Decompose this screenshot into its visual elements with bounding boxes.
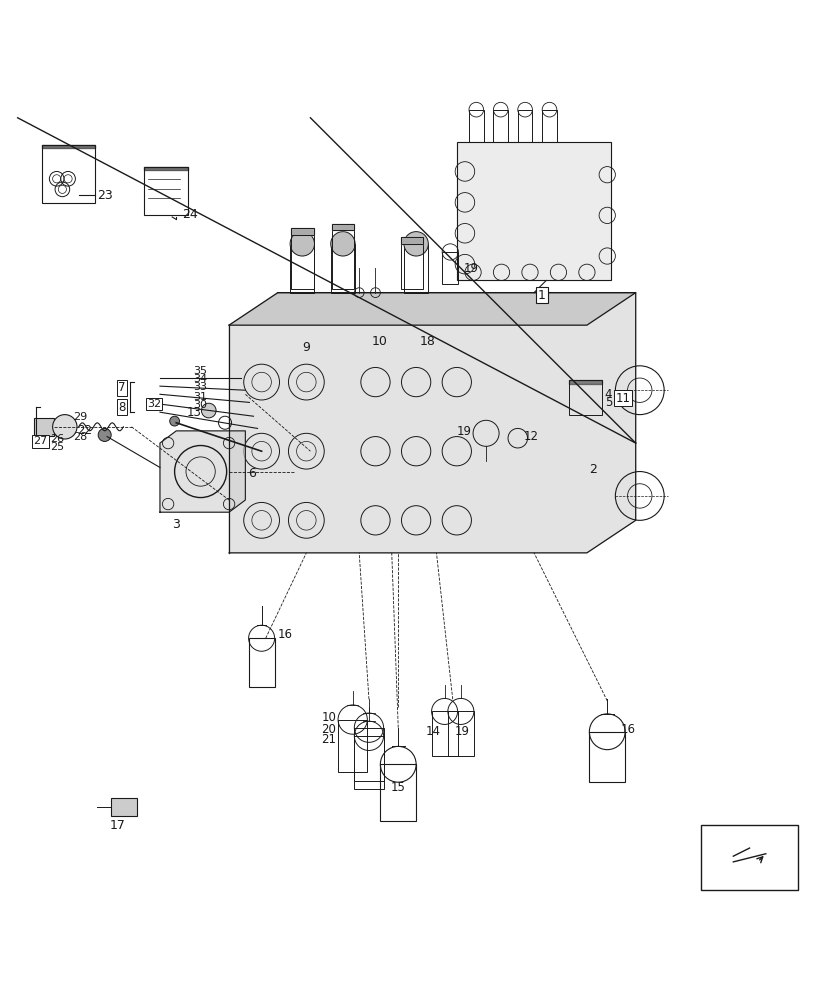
- Polygon shape: [160, 431, 246, 512]
- Text: 24: 24: [182, 208, 197, 221]
- Circle shape: [52, 415, 77, 439]
- Bar: [469, 110, 484, 142]
- Bar: [330, 244, 355, 293]
- Text: 6: 6: [248, 467, 255, 480]
- Bar: [701, 825, 798, 890]
- Text: 27: 27: [33, 436, 47, 446]
- Text: 32: 32: [147, 399, 162, 409]
- Bar: [290, 235, 313, 289]
- Polygon shape: [229, 293, 636, 325]
- Text: 25: 25: [50, 442, 64, 452]
- Bar: [448, 711, 474, 756]
- Bar: [518, 110, 532, 142]
- Circle shape: [404, 232, 428, 256]
- Text: 18: 18: [419, 335, 436, 348]
- Bar: [401, 237, 424, 244]
- Bar: [111, 798, 137, 816]
- Bar: [331, 224, 354, 230]
- Circle shape: [170, 416, 180, 426]
- Text: 2: 2: [589, 463, 597, 476]
- Polygon shape: [290, 228, 313, 235]
- Polygon shape: [331, 224, 354, 230]
- Text: 15: 15: [391, 781, 406, 794]
- Polygon shape: [401, 237, 424, 244]
- Text: 13: 13: [187, 406, 202, 419]
- Text: 19: 19: [455, 725, 470, 738]
- Circle shape: [98, 428, 111, 441]
- Text: 35: 35: [193, 366, 207, 376]
- Bar: [354, 736, 384, 789]
- Bar: [569, 380, 601, 415]
- Bar: [494, 110, 508, 142]
- Circle shape: [330, 232, 355, 256]
- Text: 23: 23: [97, 189, 113, 202]
- Text: 31: 31: [193, 392, 207, 402]
- Text: 22: 22: [78, 424, 92, 437]
- Polygon shape: [457, 142, 611, 280]
- Bar: [331, 230, 354, 289]
- Text: 5: 5: [605, 396, 612, 409]
- Text: 11: 11: [615, 392, 631, 405]
- Text: 10: 10: [322, 711, 336, 724]
- Bar: [249, 638, 275, 687]
- Bar: [542, 110, 557, 142]
- Bar: [380, 764, 416, 821]
- Bar: [401, 244, 424, 289]
- Bar: [34, 418, 54, 436]
- Text: 16: 16: [621, 723, 636, 736]
- Bar: [338, 720, 367, 772]
- Bar: [290, 244, 314, 293]
- Text: 26: 26: [50, 434, 64, 444]
- Polygon shape: [229, 293, 636, 553]
- Circle shape: [202, 403, 216, 418]
- Text: 19: 19: [456, 425, 472, 438]
- Text: 4: 4: [605, 388, 612, 401]
- Text: 30: 30: [193, 400, 207, 410]
- Text: 3: 3: [172, 518, 180, 531]
- Circle shape: [290, 232, 314, 256]
- Bar: [457, 142, 611, 280]
- Bar: [589, 732, 625, 782]
- Text: 10: 10: [371, 335, 388, 348]
- Bar: [290, 228, 313, 235]
- Text: 7: 7: [118, 381, 126, 394]
- Text: 21: 21: [322, 733, 336, 746]
- Text: 12: 12: [524, 430, 539, 443]
- Text: 14: 14: [425, 725, 441, 738]
- Bar: [432, 711, 458, 756]
- Text: 33: 33: [193, 382, 207, 392]
- Bar: [442, 252, 459, 284]
- Text: 9: 9: [303, 341, 310, 354]
- Bar: [404, 244, 428, 293]
- Text: 34: 34: [193, 374, 208, 384]
- Text: 16: 16: [278, 628, 293, 641]
- Text: 1: 1: [538, 289, 546, 302]
- Text: 29: 29: [73, 412, 87, 422]
- Bar: [144, 167, 188, 215]
- Text: 19: 19: [463, 262, 478, 275]
- Bar: [42, 145, 95, 203]
- Text: 20: 20: [322, 723, 336, 736]
- Text: 28: 28: [73, 432, 87, 442]
- Text: 17: 17: [109, 819, 126, 832]
- Bar: [354, 728, 384, 781]
- Text: 8: 8: [118, 401, 126, 414]
